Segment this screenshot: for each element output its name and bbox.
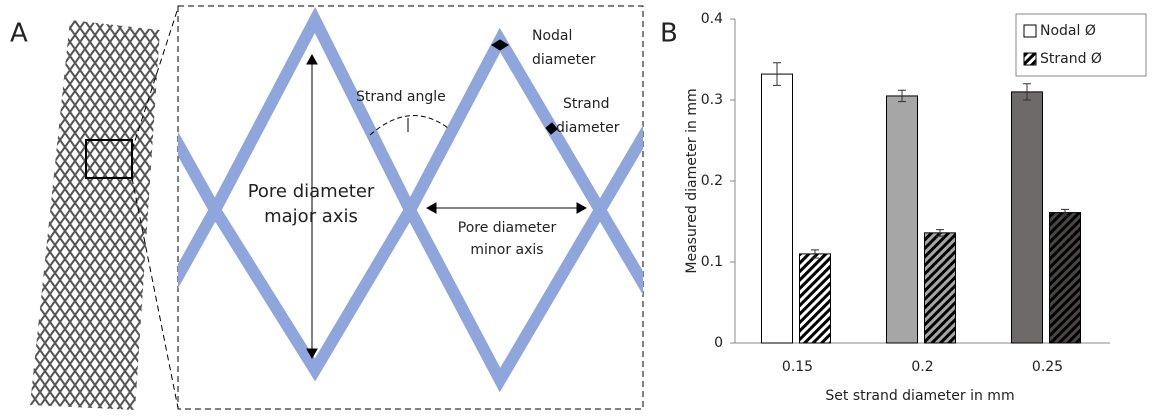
bar xyxy=(762,74,793,343)
legend-label: Strand Ø xyxy=(1040,51,1102,67)
bar xyxy=(1012,92,1043,343)
x-tick-label: 0.15 xyxy=(782,359,813,375)
diagram-label: Strand angle xyxy=(356,89,446,105)
diagram-label: diameter xyxy=(556,120,620,136)
x-axis-label: Set strand diameter in mm xyxy=(825,388,1014,404)
legend-swatch xyxy=(1024,53,1036,65)
strands xyxy=(120,20,700,380)
legend-swatch xyxy=(1024,25,1036,37)
diagram-label: major axis xyxy=(264,206,358,227)
y-tick-label: 0.2 xyxy=(701,173,723,189)
bar xyxy=(887,96,918,343)
diagram-label: diameter xyxy=(532,52,596,68)
x-tick-label: 0.25 xyxy=(1032,359,1063,375)
panel-label: A xyxy=(10,19,28,49)
chart: 0 0.1 0.2 0.3 0.4 0.15 0.2 0.25 Nodal Ø Strand Ø xyxy=(701,11,1146,375)
x-tick-label: 0.2 xyxy=(911,359,933,375)
panel-label: B xyxy=(660,19,678,49)
y-tick-label: 0.3 xyxy=(701,92,723,108)
diagram-label: Nodal xyxy=(532,28,572,44)
y-tick-label: 0.1 xyxy=(701,254,723,270)
diagram-label: Pore diameter xyxy=(248,181,375,202)
diagram-label: minor axis xyxy=(470,242,543,258)
diagram-label: Strand xyxy=(563,96,609,112)
bar xyxy=(925,233,956,343)
diagram-label: Pore diameter xyxy=(458,220,557,236)
figure: A B Nodal diameter Strand diameter Stran… xyxy=(0,0,1164,412)
y-axis-label: Measured diameter in mm xyxy=(684,88,700,273)
scaffold-image xyxy=(30,20,160,410)
bar xyxy=(1050,213,1081,343)
y-tick-label: 0 xyxy=(714,335,723,351)
legend-label: Nodal Ø xyxy=(1040,23,1096,39)
bar xyxy=(800,254,831,343)
y-tick-label: 0.4 xyxy=(701,11,723,27)
